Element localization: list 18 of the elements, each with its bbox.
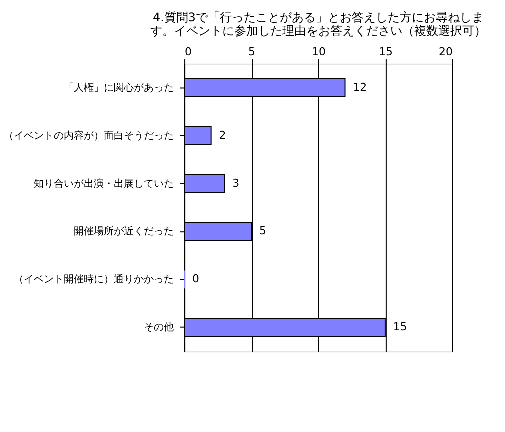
chart-title: 4.質問3で「行ったことがある」とお答えした方にお尋ねします。イベントに参加した理由をお答えください（複数選択可）	[150, 10, 486, 38]
x-tick-label: 10	[312, 46, 326, 58]
data-label: 2	[219, 128, 226, 142]
data-label: 0	[192, 272, 200, 286]
y-tick-label: 「人権」に関心があった	[64, 82, 174, 94]
y-tick-label: その他	[144, 322, 174, 334]
data-label: 12	[353, 80, 368, 94]
x-tick-label: 0	[185, 46, 192, 58]
y-tick-label: 知り合いが出演・出展していた	[34, 178, 174, 190]
data-label: 15	[393, 320, 408, 334]
x-tick-label: 15	[379, 46, 393, 58]
data-label: 3	[232, 176, 240, 190]
y-tick-label: （イベントの内容が）面白そうだった	[4, 130, 174, 142]
y-tick-label: 開催場所が近くだった	[74, 226, 174, 238]
x-tick-label: 5	[248, 46, 256, 58]
y-tick-label: （イベント開催時に）通りかかった	[14, 274, 174, 286]
x-tick-label: 20	[439, 46, 453, 58]
data-label: 5	[259, 224, 266, 238]
